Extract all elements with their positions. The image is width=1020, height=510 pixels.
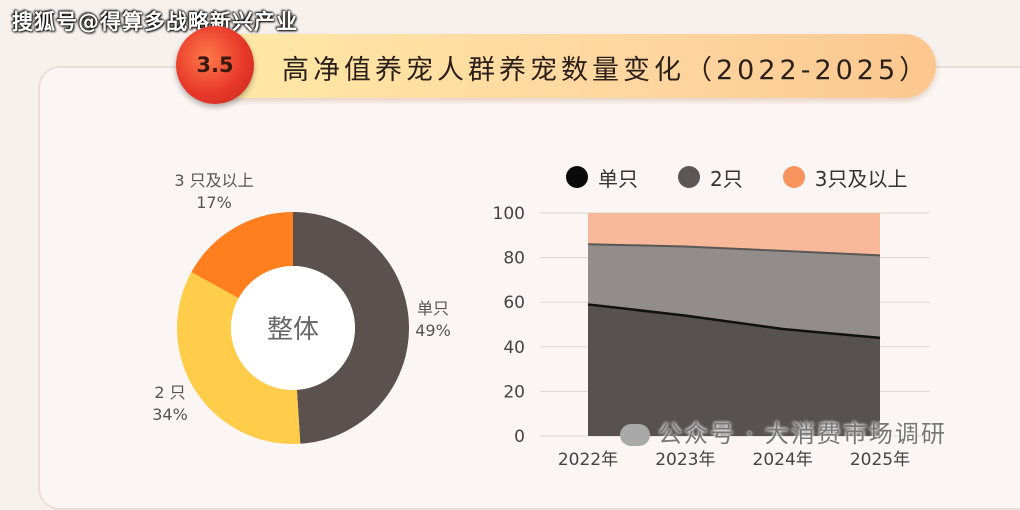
area-legend: 单只 2只 3只及以上: [566, 162, 937, 192]
title-banner: [196, 34, 936, 98]
donut-center-label: 整体: [267, 315, 319, 345]
slice-value-label: 17%: [196, 193, 232, 212]
x-tick-label: 2025年: [850, 450, 910, 470]
section-badge: [176, 26, 254, 104]
area-series: [588, 304, 880, 436]
donut-hole: [231, 266, 355, 390]
slice-label: 单只: [417, 299, 449, 318]
footer-watermark-text: 公众号 · 大消费市场调研: [658, 420, 947, 448]
donut-slice: [191, 212, 293, 299]
y-tick-label: 20: [503, 382, 525, 402]
y-tick-label: 80: [503, 249, 525, 269]
y-tick-label: 0: [514, 427, 525, 447]
y-tick-label: 60: [503, 293, 525, 313]
x-tick-label: 2022年: [558, 450, 618, 470]
y-tick-label: 40: [503, 338, 525, 358]
page-title: 高净值养宠人群养宠数量变化（2022-2025）: [282, 55, 931, 86]
source-watermark: 搜狐号@得算多战略新兴产业: [12, 10, 298, 34]
slice-label: 2 只: [154, 383, 185, 402]
slice-value-label: 49%: [415, 321, 451, 340]
legend-item: 3只及以上: [782, 163, 908, 192]
donut-slice: [293, 212, 409, 444]
x-tick-label: 2023年: [655, 450, 715, 470]
area-series: [588, 244, 880, 338]
area-boundary-line: [587, 303, 881, 340]
slice-value-label: 34%: [152, 405, 188, 424]
legend-swatch: [678, 166, 700, 188]
legend-label: 单只: [598, 166, 638, 191]
legend-label: 3只及以上: [814, 166, 908, 191]
legend-item: 单只: [566, 163, 638, 192]
wechat-icon: [620, 424, 650, 446]
x-tick-label: 2024年: [753, 450, 813, 470]
area-boundary-line: [587, 243, 881, 257]
legend-swatch: [566, 166, 588, 188]
slice-label: 3 只及以上: [174, 171, 253, 190]
legend-item: 2只: [678, 163, 743, 192]
footer-watermark: 公众号 · 大消费市场调研: [620, 414, 947, 449]
area-series: [588, 213, 880, 256]
donut-slice: [176, 272, 301, 444]
section-number: 3.5: [196, 53, 234, 77]
legend-label: 2只: [710, 166, 743, 191]
legend-swatch: [782, 166, 805, 188]
y-tick-label: 100: [493, 204, 525, 224]
charts-canvas: 单只 49% 2 只 34% 3 只及以上 17% 整体 0 20 40 60 80 100 2022年 2…: [152, 171, 930, 470]
